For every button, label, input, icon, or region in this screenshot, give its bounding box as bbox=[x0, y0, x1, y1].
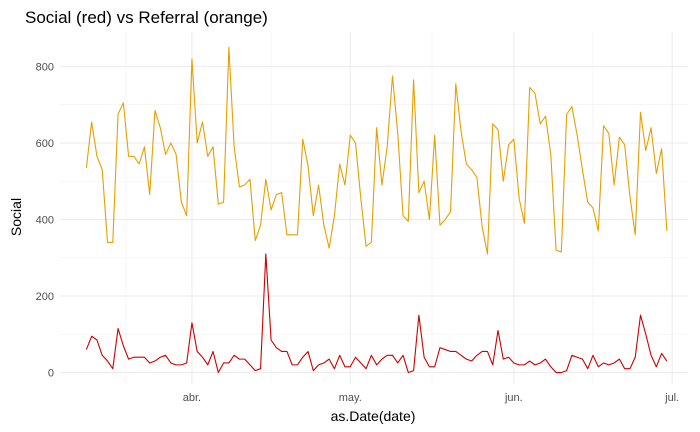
y-tick-label: 400 bbox=[36, 214, 54, 226]
chart-title: Social (red) vs Referral (orange) bbox=[25, 8, 268, 27]
x-axis-label: as.Date(date) bbox=[331, 408, 416, 424]
y-tick-label: 800 bbox=[36, 61, 54, 73]
x-tick-label: jul. bbox=[664, 392, 679, 404]
y-axis-ticks: 0 200 400 600 800 bbox=[36, 61, 54, 379]
y-tick-label: 600 bbox=[36, 138, 54, 150]
series-layer bbox=[85, 46, 668, 374]
x-axis-ticks: abr. may. jun. jul. bbox=[183, 392, 679, 404]
x-tick-label: may. bbox=[339, 392, 362, 404]
x-tick-label: abr. bbox=[183, 392, 201, 404]
y-axis-label: Social bbox=[8, 198, 24, 236]
grid bbox=[60, 32, 688, 384]
y-tick-label: 0 bbox=[48, 368, 54, 380]
series-line-1 bbox=[85, 46, 668, 255]
series-line-2 bbox=[85, 253, 668, 374]
x-tick-label: jun. bbox=[504, 392, 523, 404]
y-tick-label: 200 bbox=[36, 291, 54, 303]
